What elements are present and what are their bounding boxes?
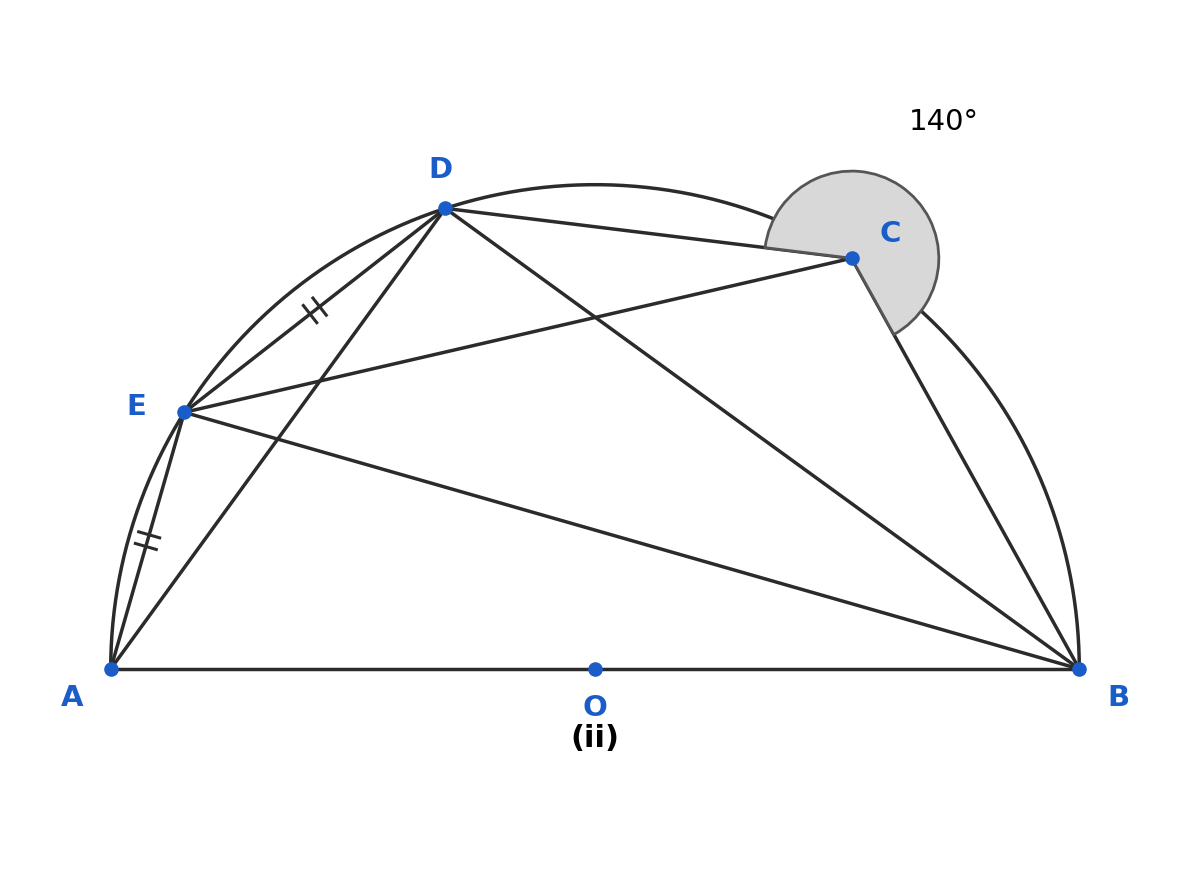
Point [1070, 662, 1089, 676]
Point [101, 662, 120, 676]
Point [585, 662, 605, 676]
Text: (ii): (ii) [570, 724, 620, 753]
Text: O: O [583, 694, 607, 722]
Text: A: A [61, 684, 83, 712]
Text: C: C [879, 220, 901, 248]
Wedge shape [765, 171, 939, 334]
Text: D: D [428, 155, 452, 183]
Point [175, 405, 194, 419]
Text: B: B [1107, 684, 1129, 712]
Point [843, 251, 862, 265]
Point [436, 202, 455, 216]
Text: E: E [126, 394, 146, 422]
Text: 140°: 140° [909, 107, 978, 135]
